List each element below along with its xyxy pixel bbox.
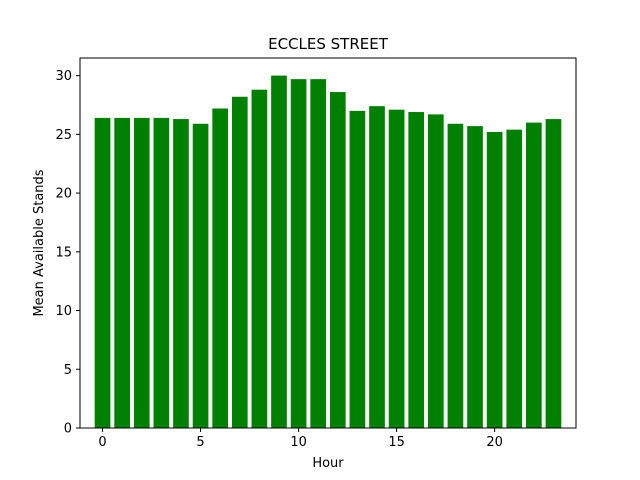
bar-hour-23: [545, 119, 562, 428]
bar-hour-5: [192, 123, 209, 429]
bar-hour-6: [212, 108, 229, 428]
y-tick-label: 5: [64, 363, 72, 378]
x-tick-label: 15: [388, 435, 405, 450]
bar-hour-14: [369, 106, 385, 429]
bar-hour-17: [427, 114, 444, 428]
plot-frame: [79, 57, 577, 429]
bar-hour-0: [94, 117, 111, 429]
x-axis-label: Hour: [312, 456, 344, 471]
bar-hour-4: [173, 119, 189, 428]
bar-hour-20: [486, 132, 503, 428]
y-tick-label: 10: [55, 304, 72, 319]
y-tick-label: 25: [55, 128, 72, 143]
bar-hour-22: [526, 122, 542, 428]
bar-hour-11: [310, 79, 327, 429]
bar-hour-9: [271, 75, 287, 428]
bar-hour-19: [467, 126, 483, 428]
bar-hour-18: [447, 123, 464, 429]
bar-hour-1: [114, 117, 130, 429]
bar-hour-15: [388, 109, 405, 428]
bar-hour-10: [290, 79, 307, 429]
y-tick-label: 30: [55, 69, 72, 84]
x-tick-label: 20: [486, 435, 503, 450]
x-axis-ticks: 0 5 10 15 20: [98, 428, 503, 450]
y-axis-label: Mean Available Stands: [32, 169, 47, 316]
y-tick-label: 0: [64, 422, 72, 437]
y-axis-ticks: 0 5 10 15 20 25 30: [55, 69, 80, 437]
bar-hour-7: [231, 96, 248, 428]
x-tick-label: 10: [290, 435, 307, 450]
bars: [94, 75, 562, 429]
y-tick-label: 15: [55, 245, 72, 260]
bar-hour-21: [506, 129, 523, 428]
x-tick-label: 5: [196, 435, 204, 450]
x-tick-label: 0: [98, 435, 106, 450]
bar-hour-8: [251, 89, 268, 428]
chart-title: ECCLES STREET: [268, 35, 389, 53]
bar-hour-3: [153, 117, 170, 429]
bar-hour-12: [329, 92, 346, 429]
bar-hour-16: [408, 112, 425, 429]
bar-hour-13: [349, 110, 366, 428]
y-tick-label: 20: [55, 187, 72, 202]
bar-hour-2: [133, 117, 150, 429]
